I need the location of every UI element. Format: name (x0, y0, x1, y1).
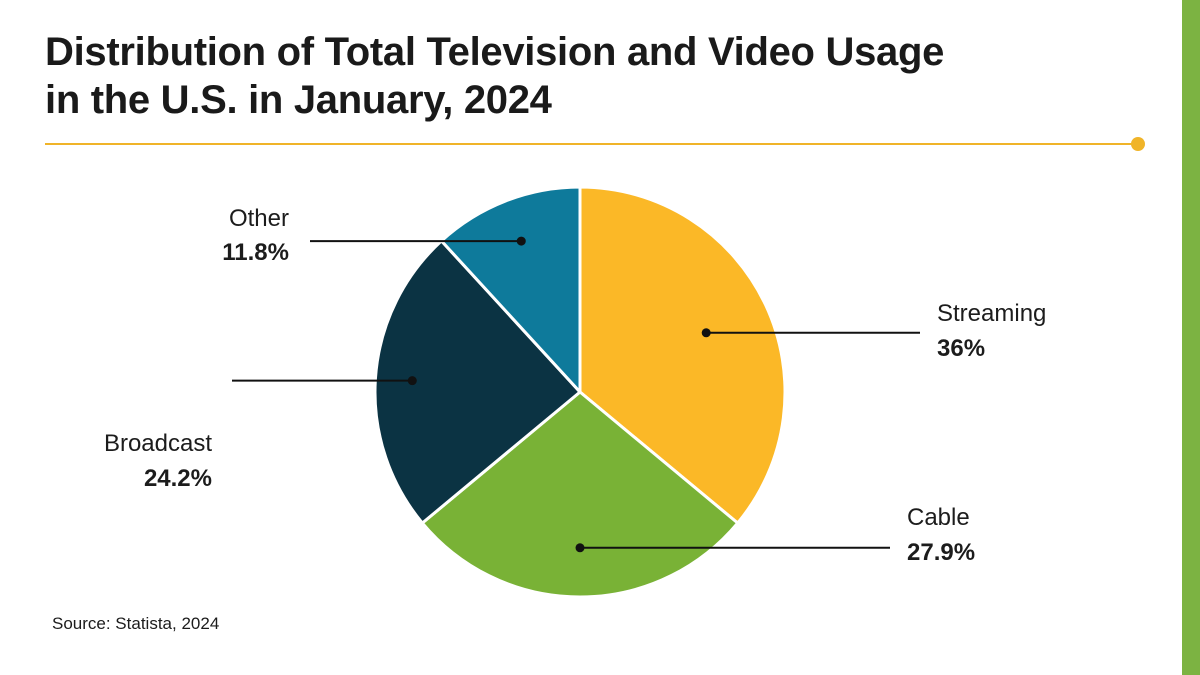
slice-label-broadcast: Broadcast (104, 430, 212, 457)
pie-slice-streaming (578, 185, 787, 525)
page-title: Distribution of Total Television and Vid… (45, 28, 1085, 124)
leader-dot-broadcast (407, 376, 417, 386)
pie-labels: Streaming 36% Cable 27.9% Broadcast 24.2% Othe… (104, 205, 1046, 566)
title-line-2: in the U.S. in January, 2024 (45, 78, 552, 122)
pie-slice-cable (420, 390, 740, 599)
slice-value-other: 11.8% (222, 239, 289, 266)
leader-dot-cable (575, 543, 585, 553)
slice-value-broadcast: 24.2% (144, 465, 212, 492)
title-divider-dot (1131, 137, 1145, 151)
title-line-1: Distribution of Total Television and Vid… (45, 30, 945, 74)
pie-slice-other (439, 185, 582, 394)
slice-label-other: Other (229, 205, 289, 232)
slice-label-streaming: Streaming (937, 300, 1046, 327)
side-accent-bar (1182, 0, 1200, 675)
slice-label-cable: Cable (907, 504, 970, 531)
pie-slices (373, 185, 787, 599)
source-note: Source: Statista, 2024 (52, 614, 220, 633)
leader-dot-other (516, 236, 526, 246)
slice-value-cable: 27.9% (907, 539, 975, 566)
slice-value-streaming: 36% (937, 335, 985, 362)
title-divider-line (45, 143, 1138, 145)
leader-dot-streaming (701, 328, 711, 338)
pie-slice-broadcast (373, 239, 582, 525)
